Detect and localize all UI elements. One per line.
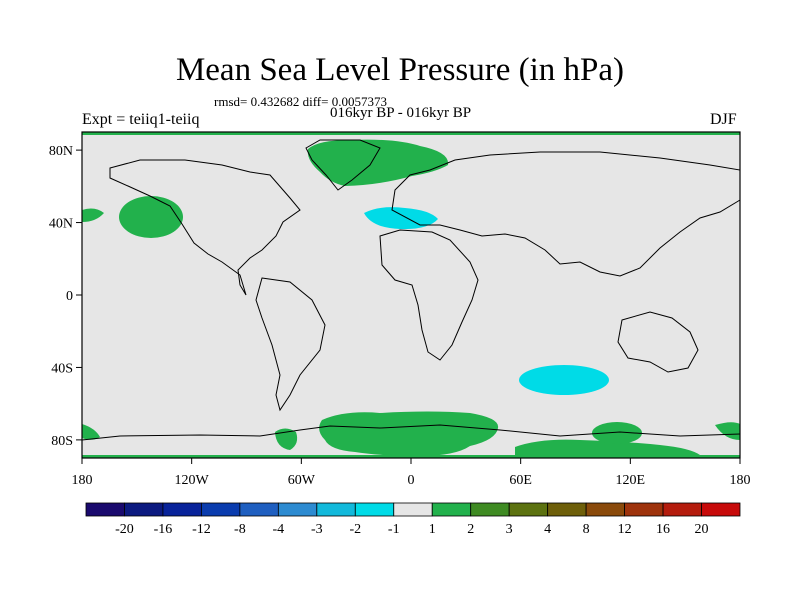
colorbar-label: 16 bbox=[656, 522, 670, 537]
anomaly-antarctic-west bbox=[275, 428, 298, 450]
anomaly-south-indian bbox=[519, 365, 609, 395]
coastlines bbox=[81, 139, 741, 441]
colorbar-label: -4 bbox=[273, 522, 285, 537]
lat-tick-label: 80N bbox=[49, 144, 73, 159]
colorbar-label: -2 bbox=[349, 522, 361, 537]
anomaly-antarctic-east bbox=[515, 439, 700, 455]
lat-tick-label: 40N bbox=[49, 217, 73, 232]
anomaly-north-pacific bbox=[119, 196, 183, 238]
colorbar-label: 1 bbox=[429, 522, 436, 537]
colorbar-label: -16 bbox=[154, 522, 173, 537]
lon-tick-label: 180 bbox=[72, 473, 93, 488]
anomaly-layer bbox=[82, 132, 740, 458]
lat-tick-label: 80S bbox=[51, 434, 73, 449]
colorbar-label: -3 bbox=[311, 522, 323, 537]
colorbar-label: 8 bbox=[583, 522, 590, 537]
anomaly-mediterranean bbox=[364, 207, 438, 230]
coast-africa bbox=[379, 229, 479, 361]
colorbar-swatch bbox=[316, 502, 356, 517]
colorbar-swatch bbox=[701, 502, 741, 517]
colorbar-swatch bbox=[162, 502, 202, 517]
colorbar-swatch bbox=[354, 502, 395, 517]
colorbar-label: -8 bbox=[234, 522, 246, 537]
anomaly-sw-corner bbox=[82, 424, 100, 440]
colorbar-swatch bbox=[85, 502, 125, 517]
colorbar-swatch bbox=[201, 502, 241, 517]
lat-tick-label: 40S bbox=[51, 361, 73, 376]
anomaly-se-corner bbox=[715, 422, 740, 440]
lat-tick-label: 0 bbox=[66, 289, 73, 304]
colorbar-label: 20 bbox=[695, 522, 709, 537]
colorbar-swatch bbox=[470, 502, 510, 517]
experiment-label: Expt = teiiq1-teiiq bbox=[82, 111, 200, 128]
colorbar-swatch bbox=[624, 502, 664, 517]
colorbar-swatch bbox=[585, 502, 625, 517]
stats-line: rmsd= 0.432682 diff= 0.0057373 bbox=[214, 94, 387, 109]
chart-title: Mean Sea Level Pressure (in hPa) bbox=[175, 52, 625, 88]
colorbar-swatch bbox=[239, 502, 279, 517]
colorbar-label: 2 bbox=[467, 522, 474, 537]
anomaly-southern-blob bbox=[592, 422, 642, 444]
lon-tick-label: 0 bbox=[408, 473, 415, 488]
season-label: DJF bbox=[710, 111, 737, 128]
colorbar-label: 3 bbox=[506, 522, 513, 537]
anomaly-north-edge bbox=[82, 132, 740, 135]
coast-eurasia bbox=[391, 151, 741, 277]
colorbar-swatch bbox=[277, 502, 318, 517]
period-label: 016kyr BP - 016kyr BP bbox=[330, 105, 472, 121]
colorbar-swatch bbox=[547, 502, 587, 517]
coast-australia bbox=[617, 311, 699, 373]
anomaly-south-edge bbox=[82, 455, 740, 458]
colorbar-labels: -20 -16 -12 -8 -4 -3 -2 -1 1 2 3 4 8 12 16 20 bbox=[115, 522, 708, 537]
colorbar-label: 4 bbox=[544, 522, 551, 537]
colorbar-swatch bbox=[431, 502, 472, 517]
latitude-axis: 80N 40N 0 40S 80S bbox=[49, 144, 82, 449]
coast-south-america bbox=[255, 277, 326, 412]
colorbar-swatch bbox=[124, 502, 164, 517]
map-background bbox=[82, 132, 740, 458]
lon-tick-label: 120W bbox=[175, 473, 210, 488]
colorbar-label: -12 bbox=[192, 522, 211, 537]
longitude-axis: 180 120W 60W 0 60E 120E 180 bbox=[72, 458, 751, 488]
coast-antarctica bbox=[81, 424, 741, 441]
colorbar-swatch bbox=[508, 502, 549, 517]
colorbar-swatch bbox=[662, 502, 702, 517]
coast-north-america bbox=[109, 159, 301, 296]
colorbar-swatch bbox=[393, 502, 433, 517]
colorbar bbox=[85, 502, 741, 517]
coast-greenland bbox=[305, 139, 381, 191]
colorbar-label: -1 bbox=[388, 522, 400, 537]
lon-tick-label: 60W bbox=[288, 473, 316, 488]
lon-tick-label: 60E bbox=[509, 473, 532, 488]
anomaly-southern-ocean bbox=[319, 411, 499, 456]
colorbar-label: -20 bbox=[115, 522, 134, 537]
lon-tick-label: 120E bbox=[616, 473, 646, 488]
lon-tick-label: 180 bbox=[730, 473, 751, 488]
colorbar-label: 12 bbox=[618, 522, 632, 537]
anomaly-pacific-edge bbox=[82, 208, 104, 222]
